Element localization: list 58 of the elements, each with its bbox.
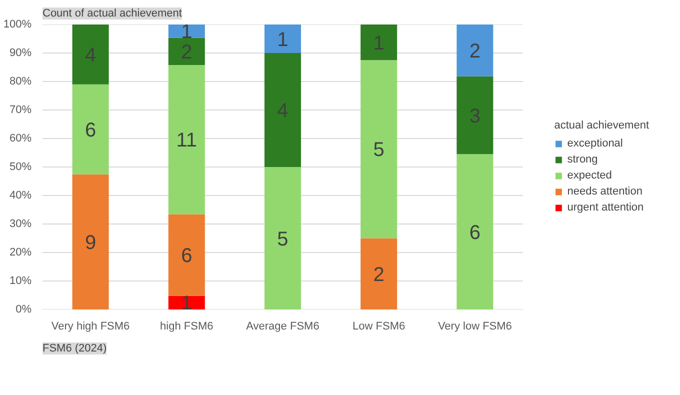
- annotation: 4: [277, 100, 288, 122]
- legend-label: exceptional: [567, 136, 623, 150]
- annotation: 1: [277, 28, 288, 51]
- x-tick-label: high FSM6: [160, 320, 214, 332]
- legend-label: needs attention: [567, 184, 642, 198]
- legend-title: actual achievement: [554, 119, 649, 131]
- bar: [168, 296, 205, 310]
- y-tick-label: 20%: [9, 246, 32, 258]
- x-axis-title: FSM6 (2024): [42, 342, 107, 354]
- bar: [264, 53, 301, 167]
- annotation: 2: [373, 264, 384, 286]
- y-tick-label: 70%: [9, 104, 32, 116]
- bar: [72, 174, 109, 310]
- bar: [168, 24, 205, 38]
- y-tick-label: 60%: [9, 132, 32, 144]
- y-tick-label: 40%: [9, 190, 32, 202]
- chart-title: Count of actual achievement: [42, 8, 182, 20]
- y-tick-label: 50%: [9, 161, 32, 173]
- annotation: 6: [181, 245, 192, 268]
- bar: [360, 24, 398, 60]
- bar: [72, 84, 109, 174]
- annotation: 5: [373, 139, 384, 162]
- y-tick-label: 10%: [9, 275, 32, 287]
- annotation: 6: [469, 222, 480, 244]
- bar: [456, 76, 494, 154]
- bar: [168, 38, 205, 65]
- bar: [360, 60, 398, 238]
- annotation: 9: [84, 232, 96, 254]
- bar: [168, 64, 205, 214]
- annotation: 3: [469, 105, 480, 128]
- y-tick-label: 90%: [9, 47, 32, 59]
- y-tick-label: 0%: [16, 304, 32, 316]
- bar: [264, 167, 301, 310]
- y-tick-label: 100%: [3, 18, 32, 30]
- x-tick-label: Average FSM6: [246, 320, 320, 332]
- bar: [456, 154, 494, 310]
- annotation: 4: [84, 44, 96, 66]
- annotation: 2: [181, 41, 192, 64]
- annotation: 1: [181, 21, 192, 44]
- annotation: 2: [469, 40, 480, 62]
- y-tick-label: 30%: [9, 218, 32, 230]
- legend-label: strong: [567, 152, 598, 166]
- annotation: 6: [84, 119, 96, 142]
- bar: [72, 24, 109, 84]
- bar: [456, 24, 494, 76]
- x-tick-label: Very high FSM6: [51, 320, 130, 332]
- bar: [360, 238, 398, 310]
- x-tick-label: Very low FSM6: [438, 320, 512, 332]
- legend-label: urgent attention: [567, 200, 644, 214]
- annotation: 1: [373, 32, 384, 54]
- x-tick-label: Low FSM6: [352, 320, 406, 332]
- annotation: 11: [176, 130, 198, 152]
- legend-label: expected: [567, 168, 612, 182]
- annotation: 1: [181, 292, 192, 315]
- bar: [168, 214, 205, 296]
- y-tick-label: 80%: [9, 76, 32, 88]
- annotation: 5: [277, 228, 288, 250]
- bar: [264, 24, 301, 53]
